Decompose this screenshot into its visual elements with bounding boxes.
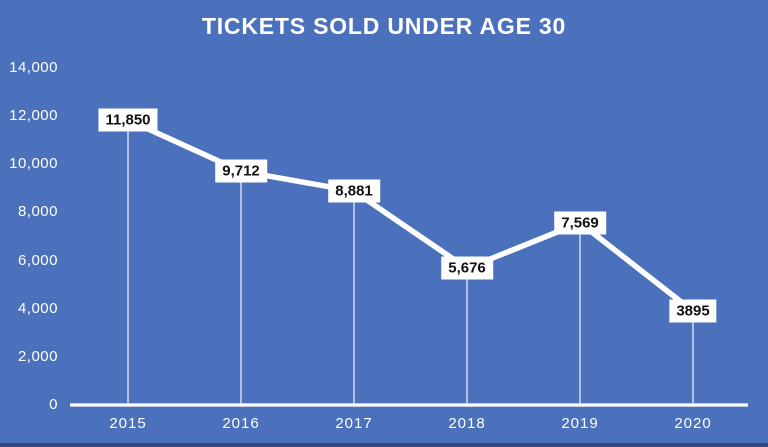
data-label-2018: 5,676 <box>441 256 493 280</box>
y-tick-label: 12,000 <box>9 107 58 125</box>
data-label-2019: 7,569 <box>554 211 606 235</box>
x-tick-label: 2018 <box>448 415 486 432</box>
x-tick-label: 2017 <box>335 415 373 432</box>
y-tick-label: 8,000 <box>17 203 58 221</box>
data-label-2020: 3895 <box>669 299 717 323</box>
chart-title: TICKETS SOLD UNDER AGE 30 <box>201 13 567 39</box>
y-tick-label: 0 <box>49 396 58 413</box>
y-tick-label: 2,000 <box>17 347 58 365</box>
x-tick-label: 2020 <box>674 415 712 432</box>
y-tick-label: 14,000 <box>9 59 58 76</box>
bottom-strip <box>0 443 768 447</box>
series-line <box>125 117 696 314</box>
y-tick-label: 4,000 <box>17 299 58 317</box>
x-tick-label: 2015 <box>109 415 147 432</box>
y-tick-label: 6,000 <box>17 251 58 269</box>
x-tick-label: 2016 <box>222 415 260 432</box>
data-label-2017: 8,881 <box>328 179 380 203</box>
x-tick-label: 2019 <box>561 415 599 432</box>
y-tick-label: 10,000 <box>9 155 58 173</box>
data-label-2016: 9,712 <box>215 159 267 183</box>
data-label-2015: 11,850 <box>98 108 158 132</box>
